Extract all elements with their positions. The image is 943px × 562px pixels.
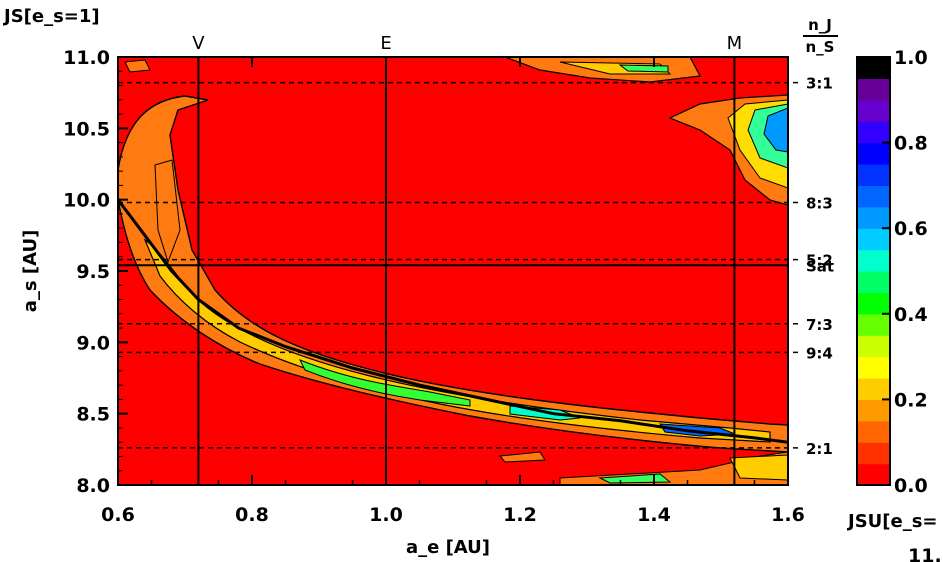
colorbar-swatch [857, 99, 890, 122]
colorbar-swatch [857, 228, 890, 251]
colorbar-swatch [857, 78, 890, 101]
x-tick-label: 1.2 [503, 504, 537, 526]
colorbar-swatch [857, 57, 890, 79]
y-tick-label: 8.5 [76, 404, 110, 426]
colorbar [856, 56, 891, 486]
colorbar-swatch [857, 463, 890, 486]
colorbar-swatch [857, 271, 890, 293]
stability-band-green-1 [298, 359, 471, 407]
colorbar-swatch [857, 249, 890, 272]
resonance-label: 2:1 [806, 440, 833, 458]
colorbar-swatch [857, 292, 890, 315]
x-tick-label: 0.8 [235, 504, 269, 526]
colorbar-swatch [857, 378, 890, 400]
island-top-right-core [618, 64, 669, 73]
heatmap-field [118, 57, 788, 485]
colorbar-swatch [857, 121, 890, 144]
colorbar-tick-label: 0.8 [894, 133, 928, 155]
island-top-left-2 [154, 159, 181, 264]
next-panel-label: 11.5 [908, 545, 943, 562]
island-bottom-right-inner [729, 454, 788, 481]
colorbar-ticks: 0.0 0.2 0.4 0.6 0.8 1.0 [882, 47, 928, 497]
colorbar-tick-label: 0.0 [894, 475, 928, 497]
planet-label: E [380, 33, 391, 54]
resonance-label: 5:2 [806, 252, 833, 270]
colorbar-swatch [857, 206, 890, 229]
y-tick-label: 10.0 [63, 190, 110, 212]
colorbar-swatch [857, 442, 890, 465]
resonance-label: 9:4 [806, 344, 833, 362]
colorbar-swatch [857, 356, 890, 379]
resonance-label: 7:3 [806, 316, 833, 334]
next-panel-title: JSU[e_s= [846, 511, 938, 532]
y-tick-label: 8.0 [76, 475, 110, 497]
colorbar-tick-label: 0.2 [894, 389, 928, 411]
x-tick-label: 1.4 [637, 504, 671, 526]
planet-label: V [192, 33, 205, 54]
resonance-axis-title: n_J n_S [803, 16, 838, 56]
y-axis-ticks: 8.0 8.5 9.0 9.5 10.0 10.5 11.0 [63, 47, 128, 497]
y-axis-title: a_s [AU] [20, 230, 41, 313]
colorbar-swatch [857, 399, 890, 422]
island-bottom-right-green [598, 473, 672, 484]
colorbar-tick-label: 1.0 [894, 47, 928, 69]
island-top-left [124, 59, 151, 73]
resonance-title-denominator: n_S [806, 38, 835, 56]
colorbar-tick-label: 0.4 [894, 304, 928, 326]
y-tick-label: 9.0 [76, 332, 110, 354]
colorbar-swatch [857, 142, 890, 165]
x-axis-title: a_e [AU] [406, 537, 490, 558]
resonance-label: 8:3 [806, 195, 833, 213]
x-tick-label: 1.6 [771, 504, 805, 526]
colorbar-swatch [857, 164, 890, 186]
y-tick-label: 10.5 [63, 118, 110, 140]
x-axis-ticks: 0.6 0.8 1.0 1.2 1.4 1.6 [101, 57, 805, 526]
colorbar-frame [856, 56, 891, 486]
y-tick-label: 11.0 [63, 47, 110, 69]
y-tick-label: 9.5 [76, 261, 110, 283]
planet-label: M [727, 33, 743, 54]
heatmap-background [118, 57, 788, 485]
chart-title: JS[e_s=1] [2, 6, 100, 27]
resonance-label: 3:1 [806, 75, 833, 93]
x-tick-label: 0.6 [101, 504, 135, 526]
island-mars-blue [763, 107, 788, 153]
island-bottom-mid [499, 451, 546, 463]
colorbar-swatch [857, 420, 890, 443]
colorbar-swatch [857, 185, 890, 208]
resonance-label: Sat [806, 257, 834, 275]
x-tick-label: 1.0 [369, 504, 403, 526]
colorbar-tick-label: 0.6 [894, 218, 928, 240]
resonance-title-numerator: n_J [808, 16, 832, 34]
colorbar-swatch [857, 313, 890, 336]
colorbar-swatch [857, 335, 890, 358]
